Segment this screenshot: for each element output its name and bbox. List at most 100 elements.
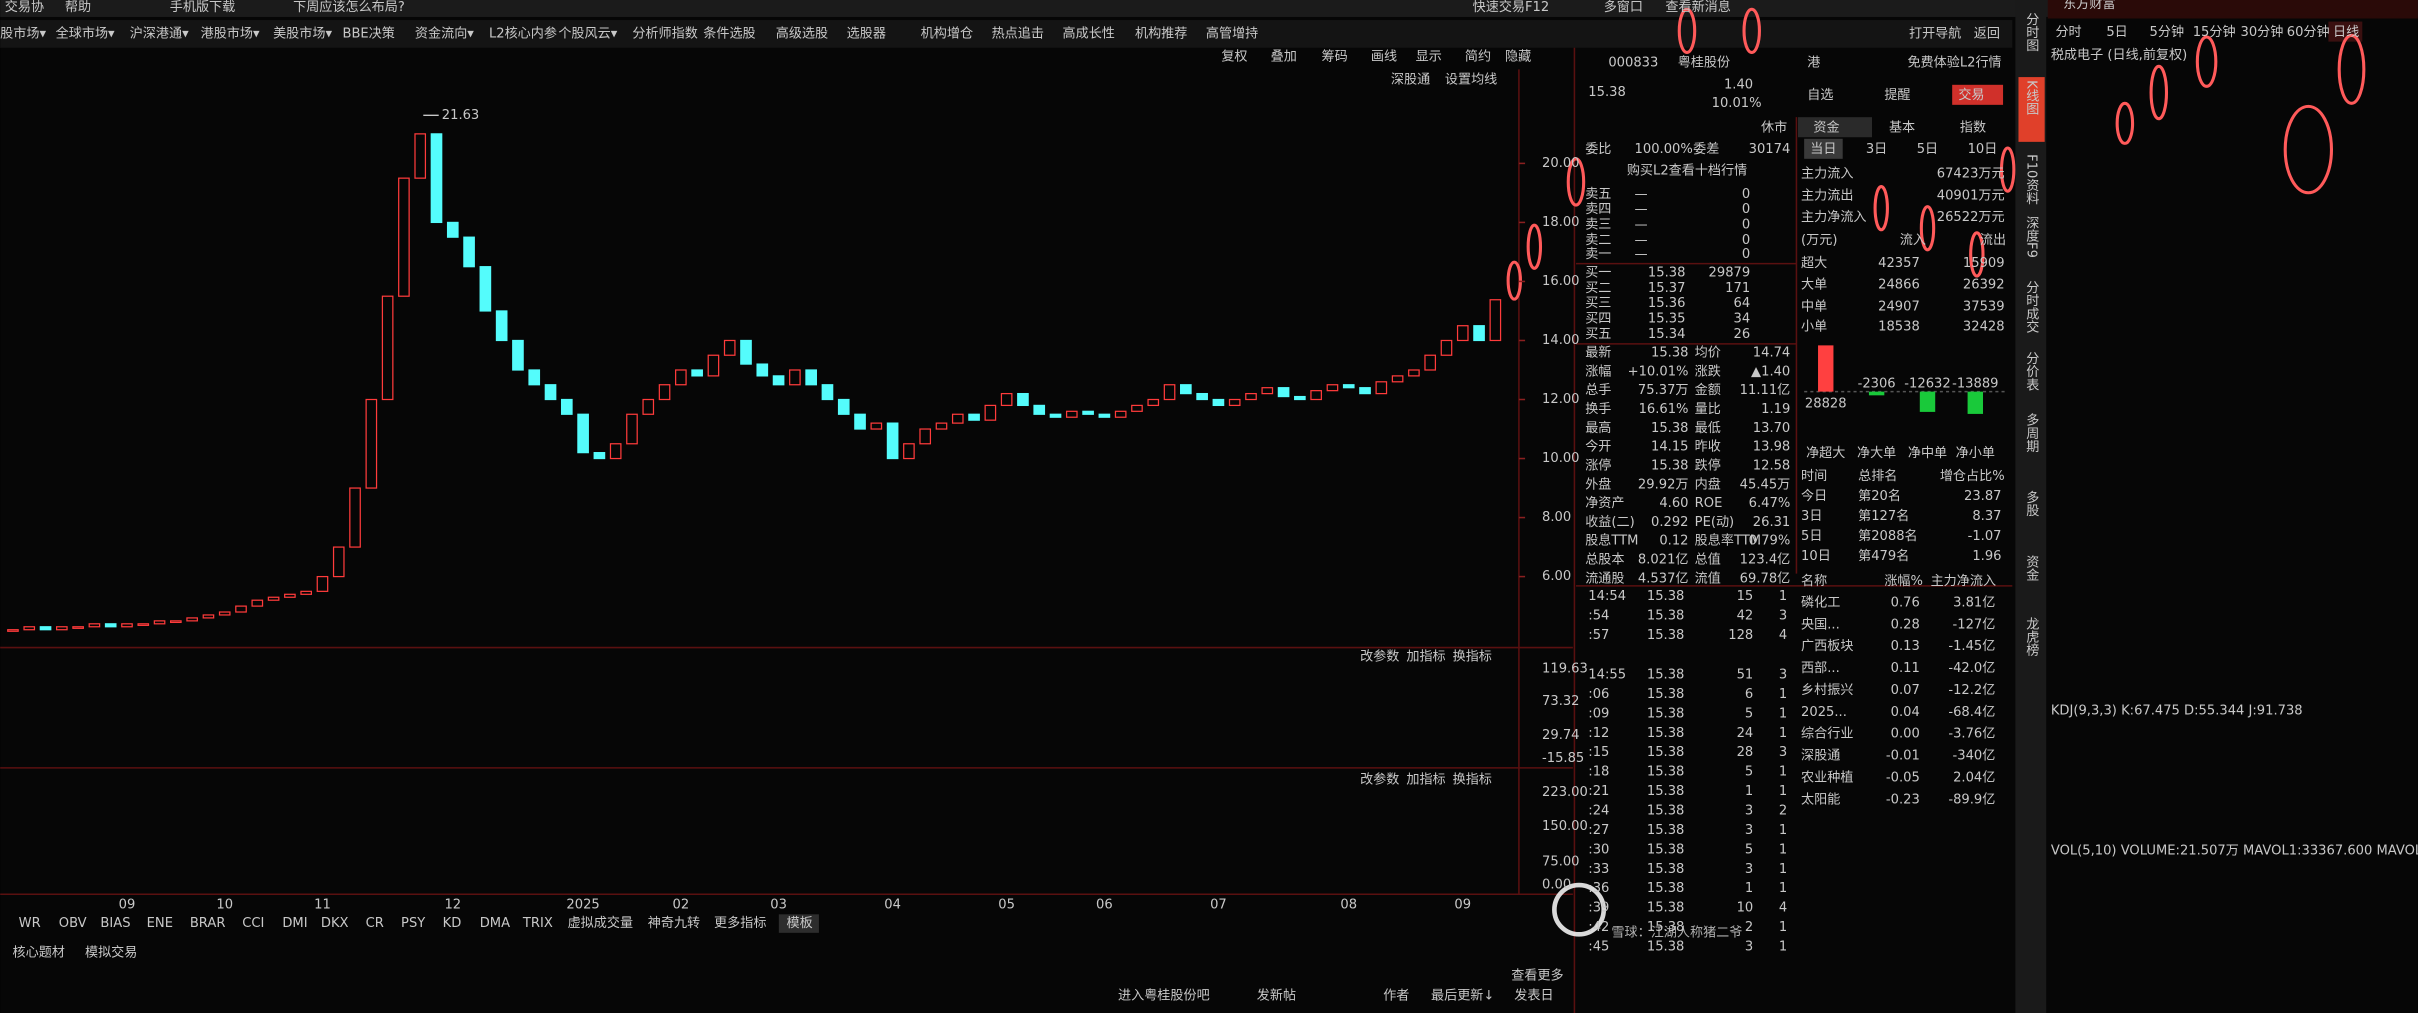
pane-control[interactable]: 加指标 [1406,772,1445,788]
side-tab[interactable]: 分时成交 [2023,280,2039,333]
forum-link[interactable]: 发新帖 [1257,988,1296,1004]
menu-item[interactable]: BBE决策 [342,24,394,41]
period-tab[interactable]: 15分钟 [2193,23,2236,40]
pane-control[interactable]: 改参数 [1360,771,1399,788]
menu-item[interactable]: 沪深港通▾ [130,25,189,41]
indicator-tab[interactable]: 模板 [787,915,813,931]
period-tab[interactable]: 3日 [1866,142,1887,157]
forum-link[interactable]: 作者 [1383,988,1409,1004]
menu-item[interactable]: 打开导航 [1909,25,1961,41]
indicator-tab[interactable]: KD [443,916,462,931]
toolbar-item[interactable]: 简约 [1465,48,1491,65]
indicator-tab[interactable]: DMA [480,916,510,931]
indicator-tab[interactable]: WR [19,916,41,931]
top-bar-item[interactable]: 交易协 [5,0,44,15]
period-tab[interactable]: 60分钟 [2287,23,2330,40]
l2-link[interactable]: 购买L2查看十档行情 [1627,163,1747,179]
quote-button[interactable]: 提醒 [1884,87,1910,103]
side-tab[interactable]: 分价表 [2023,351,2039,391]
top-bar-item[interactable]: 多窗口 [1604,0,1643,15]
top-bar-item[interactable]: 查看新消息 [1665,0,1730,15]
menu-item[interactable]: 机构推荐 [1135,25,1187,41]
bottom-tab[interactable]: 模拟交易 [85,943,137,960]
sector-name[interactable]: 综合行业 [1801,726,1853,742]
indicator-tab[interactable]: DKX [321,916,349,931]
indicator-tab[interactable]: 虚拟成交量 [568,914,633,931]
indicator-tab[interactable]: 神奇九转 [648,914,700,931]
forum-link[interactable]: 查看更多 [1511,966,1563,983]
side-tab[interactable]: 龙虎榜 [2023,616,2039,656]
quote-button[interactable]: 交易 [1958,86,1984,103]
menu-item[interactable]: 热点追击 [992,25,1044,41]
top-bar-item[interactable]: 手机版下载 [170,0,235,15]
menu-item[interactable]: 资金流向▾ [415,25,474,41]
indicator-tab[interactable]: DMI [282,916,307,931]
period-tab[interactable]: 5日 [2106,25,2127,40]
period-tab[interactable]: 当日 [1810,141,1836,157]
pane-control[interactable]: 加指标 [1406,648,1445,664]
menu-item[interactable]: 分析师指数 [632,25,697,41]
sector-name[interactable]: 太阳能 [1801,791,1840,807]
period-tab[interactable]: 5分钟 [2150,23,2185,40]
period-tab[interactable]: 30分钟 [2241,23,2284,40]
menu-item[interactable]: 美股市场▾ [273,24,332,41]
period-tab[interactable]: 10日 [1968,142,1998,157]
menu-item[interactable]: 高管增持 [1206,24,1258,41]
period-tab[interactable]: 5日 [1917,142,1938,157]
menu-item[interactable]: 个股风云▾ [558,25,617,41]
toolbar-item[interactable]: 深股通 [1391,72,1430,88]
menu-item[interactable]: 返回 [1974,25,2000,41]
sector-name[interactable]: 乡村振兴 [1801,682,1853,698]
toolbar-item[interactable]: 筹码 [1322,48,1348,65]
sector-name[interactable]: 2025... [1801,705,1847,720]
sector-name[interactable]: 央国... [1801,616,1840,632]
indicator-tab[interactable]: OBV [59,916,87,931]
l2-link[interactable]: 免费体验L2行情 [1907,55,2001,71]
indicator-tab[interactable]: BRAR [190,916,226,931]
menu-item[interactable]: 高级选股 [776,24,828,41]
top-bar-item[interactable]: 快速交易F12 [1473,0,1550,15]
active-indicator-tab[interactable] [778,914,819,933]
side-tab[interactable]: 多股 [2023,489,2039,518]
toolbar-item[interactable]: 复权 [1221,48,1247,65]
menu-item[interactable]: 港股市场▾ [201,24,260,41]
side-tab[interactable]: 深度F9 [2023,215,2039,258]
menu-item[interactable]: 全球市场▾ [56,24,115,41]
forum-link[interactable]: 最后更新↓ [1431,988,1494,1004]
toolbar-item[interactable]: 画线 [1371,49,1397,65]
menu-item[interactable]: 条件选股 [703,24,755,41]
sector-name[interactable]: 磷化工 [1801,594,1840,610]
fund-tab[interactable]: 指数 [1960,119,1986,135]
sector-name[interactable]: 西部... [1801,660,1840,676]
period-tab[interactable]: 分时 [2055,24,2081,40]
forum-link[interactable]: 发表日 [1514,988,1553,1004]
indicator-tab[interactable]: 更多指标 [714,914,766,931]
trade-button[interactable] [1952,84,2004,105]
side-tab[interactable]: 多周期 [2023,412,2039,454]
top-bar-item[interactable]: 下周应该怎么布局? [293,0,405,15]
toolbar-item[interactable]: 显示 [1416,50,1442,65]
pane-control[interactable]: 换指标 [1453,648,1492,664]
top-bar-item[interactable]: 帮助 [65,0,91,15]
indicator-tab[interactable]: CCI [242,916,264,931]
pane-control[interactable]: 换指标 [1453,772,1492,788]
menu-item[interactable]: 选股器 [847,25,886,41]
active-tab[interactable] [1797,117,1872,138]
indicator-tab[interactable]: BIAS [100,916,130,931]
toolbar-item[interactable]: 设置均线 [1445,72,1497,88]
quote-button[interactable]: 自选 [1807,87,1833,103]
side-tab[interactable]: 资金 [2023,555,2039,582]
indicator-tab[interactable]: PSY [401,916,426,931]
side-tab[interactable]: F10资料 [2023,154,2039,205]
forum-link[interactable]: 进入粤桂股份吧 [1118,988,1210,1004]
indicator-tab[interactable]: TRIX [522,916,553,931]
menu-item[interactable]: 高成长性 [1063,24,1115,41]
toolbar-item[interactable]: 隐藏 [1505,49,1531,65]
sector-name[interactable]: 农业种植 [1801,770,1853,786]
sector-name[interactable]: 深股通 [1801,748,1840,764]
fund-tab[interactable]: 基本 [1889,119,1915,135]
bottom-tab[interactable]: 核心题材 [13,944,65,960]
menu-item[interactable]: L2核心内参 [489,24,557,41]
menu-item[interactable]: 股市场▾ [0,24,46,41]
indicator-tab[interactable]: ENE [147,916,173,931]
